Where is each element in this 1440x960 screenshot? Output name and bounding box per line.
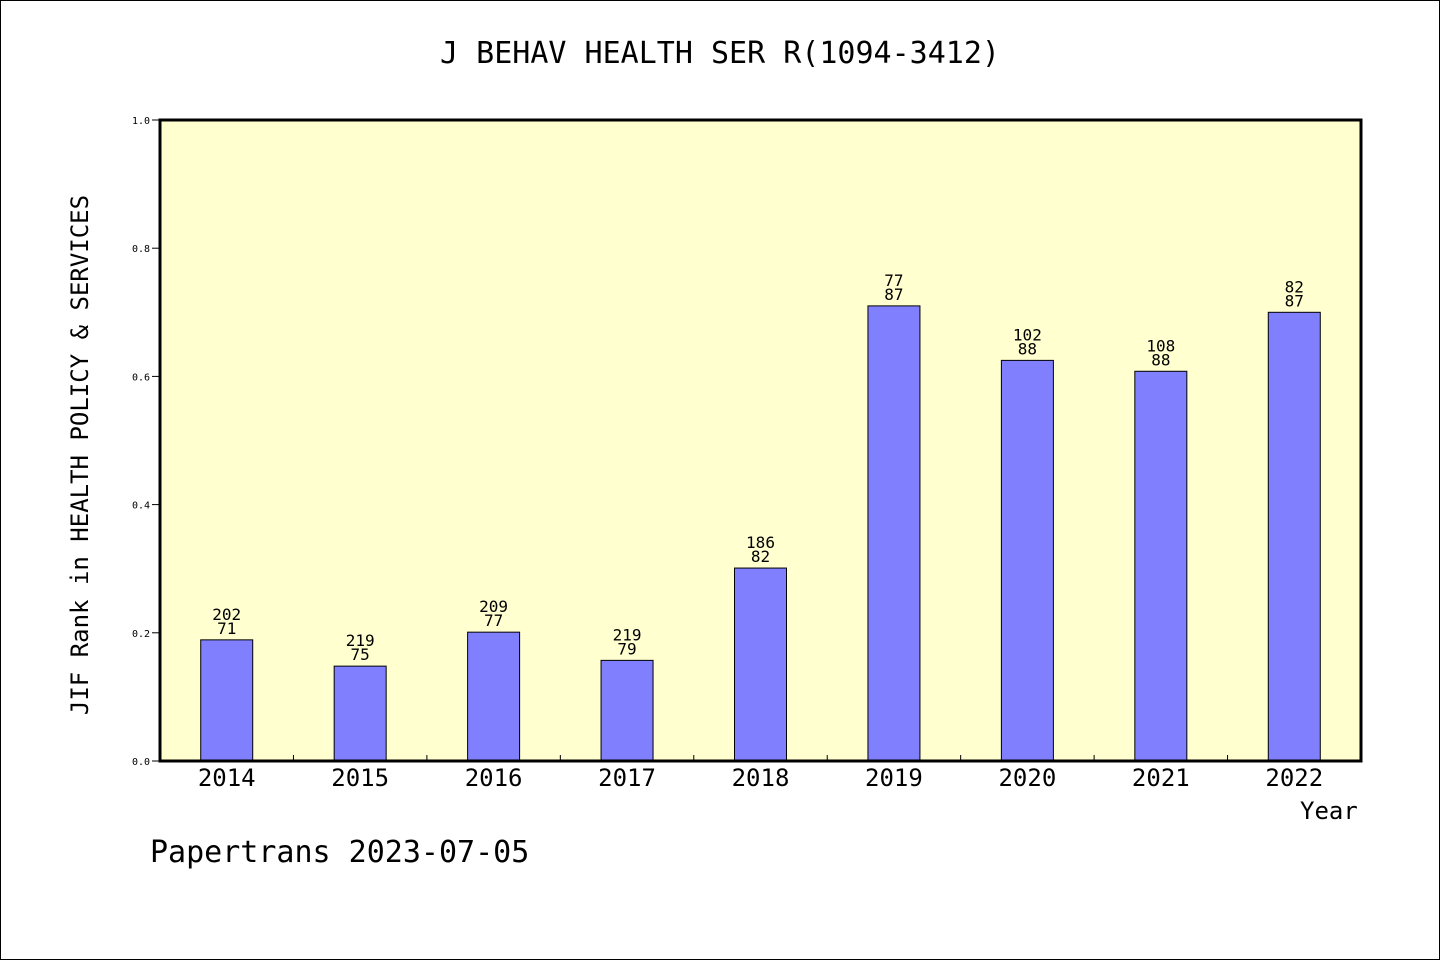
bar-label-top-2018: 186 [746,533,775,552]
bar-2019 [867,305,921,762]
x-tick-label-2019: 2019 [865,764,923,792]
y-tick-label-0.2: 0.2 [132,629,150,640]
y-tick-label-0.6: 0.6 [132,372,150,383]
bar-label-bottom-2016: 77 [484,611,503,630]
bar-2014 [200,639,254,762]
bar-label-bottom-2020: 88 [1018,339,1037,358]
bar-label-bottom-2019: 87 [884,285,903,304]
bar-label-top-2014: 202 [212,605,241,624]
x-axis-label: Year [1300,797,1358,825]
bar-2021 [1134,370,1188,762]
bar-label-top-2020: 102 [1013,325,1042,344]
x-tick-label-2017: 2017 [598,764,656,792]
bar-2020 [1000,359,1054,762]
y-tick-label-0.4: 0.4 [132,501,150,512]
y-tick-label-0.8: 0.8 [132,244,150,255]
bar-label-bottom-2021: 88 [1151,350,1170,369]
bar-2018 [734,567,787,762]
bar-label-top-2016: 209 [479,597,508,616]
bar-label-top-2019: 77 [884,271,903,290]
bar-label-top-2015: 219 [346,631,375,650]
plot-border [158,118,1363,763]
bar-label-top-2017: 219 [613,625,642,644]
x-tick-label-2022: 2022 [1265,764,1323,792]
bar-label-bottom-2017: 79 [617,639,636,658]
y-tick-label-1.0: 1.0 [132,116,150,127]
bar-label-bottom-2018: 82 [751,547,770,566]
x-tick-label-2016: 2016 [465,764,523,792]
bar-2022 [1267,311,1321,762]
chart-title: J BEHAV HEALTH SER R(1094-3412) [440,36,1000,71]
y-tick-label-0.0: 0.0 [132,757,150,768]
bar-label-top-2021: 108 [1146,336,1175,355]
bar-2017 [600,659,654,762]
bar-label-top-2022: 82 [1285,277,1304,296]
x-tick-label-2014: 2014 [198,764,256,792]
bar-label-bottom-2022: 87 [1285,291,1304,310]
x-tick-label-2018: 2018 [732,764,790,792]
x-tick-label-2020: 2020 [998,764,1056,792]
bar-label-bottom-2015: 75 [351,645,370,664]
footer-text: Papertrans 2023-07-05 [150,835,530,870]
bar-2016 [467,631,521,762]
x-tick-label-2021: 2021 [1132,764,1190,792]
x-tick-label-2015: 2015 [331,764,389,792]
bar-2015 [333,665,387,762]
bar-label-bottom-2014: 71 [217,619,236,638]
